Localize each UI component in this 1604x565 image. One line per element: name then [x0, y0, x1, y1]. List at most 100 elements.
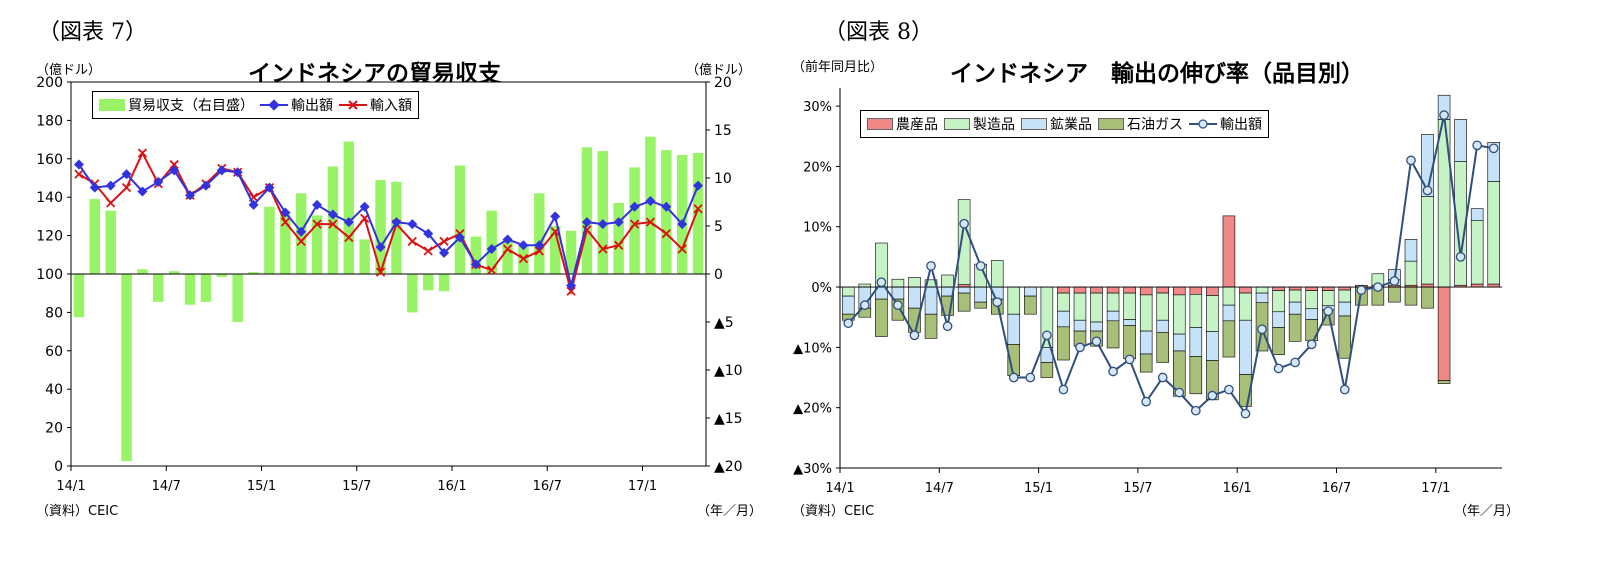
legend-label-mining: 鉱業品: [1050, 117, 1092, 133]
bar-balance-15-9: [391, 181, 402, 274]
bar-agri-15-2: [1057, 286, 1070, 294]
y-left-tick-label: 140: [36, 190, 63, 206]
bar-balance-16-1: [454, 165, 466, 274]
line-total-exports: [847, 114, 1494, 417]
bar-agri-16-5: [1305, 286, 1318, 291]
bar-agri-15-9: [1173, 286, 1186, 296]
bar-agri-17-3: [1470, 283, 1484, 288]
bar-mining-15-10: [1189, 327, 1203, 357]
bar-manufacturing-15-5: [1106, 292, 1120, 312]
point-total-exports-17-3: [1472, 140, 1483, 151]
point-exports-15-5: [327, 209, 338, 220]
point-exports-16-12: [629, 201, 640, 212]
bar-mining-14-11: [1007, 313, 1021, 345]
bar-manufacturing-15-8: [1156, 292, 1169, 321]
point-exports-15-8: [375, 242, 386, 253]
bar-oilgas-16-10: [1388, 286, 1401, 303]
line-imports: [78, 150, 699, 296]
figure-7-panel: （図表 7） インドネシアの貿易収支 （億ドル） （億ドル） 0 20 40 60 80…: [36, 20, 762, 519]
bar-manufacturing-15-4: [1090, 292, 1103, 323]
point-exports-17-3: [677, 219, 688, 230]
point-total-exports-16-5: [1306, 339, 1317, 350]
figure-8-panel: （図表 8） インドネシア 輸出の伸び率（品目別） （前年同月比） ▲30% ▲2…: [792, 0, 1604, 565]
y-tick-label: 10%: [803, 221, 832, 236]
figure-7-chart: 0 20 40 60 80 100 120 140 160 180 200 ▲20 ▲15 ▲10 ▲5 0 5…: [36, 75, 742, 494]
point-total-exports-16-9: [1373, 282, 1383, 292]
bar-balance-15-11: [422, 274, 434, 291]
bar-manufacturing-15-3: [1073, 292, 1087, 321]
legend-item-imports: 輸入額: [339, 95, 412, 115]
legend-marker-exports: [260, 99, 288, 111]
bar-balance-15-1: [264, 206, 275, 274]
point-total-exports-15-12: [1224, 384, 1234, 395]
bar-manufacturing-15-12: [1222, 286, 1236, 306]
bar-agri-16-6: [1321, 286, 1335, 291]
point-imports-16-12: [629, 219, 640, 229]
bar-balance-14-11: [232, 274, 243, 322]
point-imports-17-4: [693, 204, 703, 214]
point-total-exports-14-7: [942, 321, 953, 332]
legend-label-total-exports: 輸出額: [1220, 117, 1262, 133]
point-total-exports-16-8: [1356, 285, 1367, 295]
legend-label-exports: 輸出額: [291, 98, 333, 114]
point-total-exports-15-10: [1190, 405, 1201, 416]
bar-mining-15-12: [1222, 304, 1236, 322]
bar-mining-16-11: [1404, 239, 1418, 262]
point-imports-14-7: [169, 159, 179, 170]
bar-balance-14-12: [248, 272, 259, 274]
legend-item-balance: 貿易収支（右目盛）: [99, 95, 254, 115]
point-exports-14-10: [216, 165, 227, 176]
point-total-exports-15-7: [1141, 396, 1152, 407]
legend-swatch-mining: [1021, 118, 1047, 130]
point-exports-17-2: [661, 201, 672, 212]
bar-balance-14-3: [105, 210, 116, 274]
y-tick-label: 20%: [803, 160, 832, 175]
y-tick-label: ▲10%: [793, 341, 832, 356]
point-exports-15-9: [391, 217, 402, 228]
point-total-exports-17-2: [1455, 252, 1466, 262]
bar-balance-14-4: [121, 274, 132, 462]
bar-manufacturing-15-11: [1206, 295, 1219, 332]
x-tick-label: 14/7: [925, 481, 954, 496]
bar-mining-15-2: [1057, 310, 1070, 328]
point-total-exports-14-10: [992, 297, 1003, 307]
x-tick-label: 17/1: [1421, 481, 1450, 496]
point-total-exports-16-4: [1290, 357, 1300, 368]
bar-balance-17-4: [692, 153, 704, 274]
figure-7-left-axis-unit: （億ドル）: [36, 63, 102, 78]
bar-manufacturing-16-6: [1321, 290, 1335, 307]
point-exports-14-2: [89, 182, 100, 193]
bar-agri-17-1: [1437, 286, 1451, 381]
point-imports-16-4: [502, 244, 513, 254]
legend-label-imports: 輸入額: [370, 98, 412, 114]
point-exports-15-12: [439, 247, 450, 258]
bar-oilgas-16-7: [1338, 315, 1352, 359]
bar-agri-15-8: [1156, 286, 1169, 294]
bar-manufacturing-14-1: [842, 286, 855, 297]
bar-manufacturing-16-5: [1305, 290, 1318, 310]
bar-mining-14-5: [908, 286, 921, 309]
point-exports-16-10: [597, 219, 608, 230]
bar-mining-14-4: [891, 286, 905, 300]
legend-marker-imports: [339, 100, 367, 110]
y-right-tick-label: 15: [714, 123, 732, 139]
point-exports-14-3: [105, 180, 116, 191]
point-exports-16-4: [502, 234, 513, 245]
figure-7-source: （資料）CEIC: [36, 504, 119, 519]
bar-balance-16-2: [470, 236, 482, 274]
point-exports-15-1: [264, 182, 275, 193]
point-total-exports-14-2: [859, 300, 870, 310]
legend-item-manufacturing: 製造品: [944, 114, 1015, 134]
point-exports-16-9: [581, 217, 592, 228]
point-exports-15-4: [312, 199, 323, 210]
bar-balance-16-4: [502, 240, 513, 274]
bar-mining-16-7: [1338, 301, 1352, 317]
y-tick-label: ▲20%: [793, 402, 832, 417]
bar-mining-14-8: [957, 286, 971, 294]
point-imports-16-10: [598, 244, 608, 254]
point-total-exports-15-8: [1157, 372, 1168, 383]
bar-balance-14-1: [73, 274, 85, 318]
point-total-exports-15-2: [1058, 384, 1069, 395]
bar-agri-15-10: [1189, 286, 1203, 295]
bar-balance-14-7: [168, 271, 180, 274]
